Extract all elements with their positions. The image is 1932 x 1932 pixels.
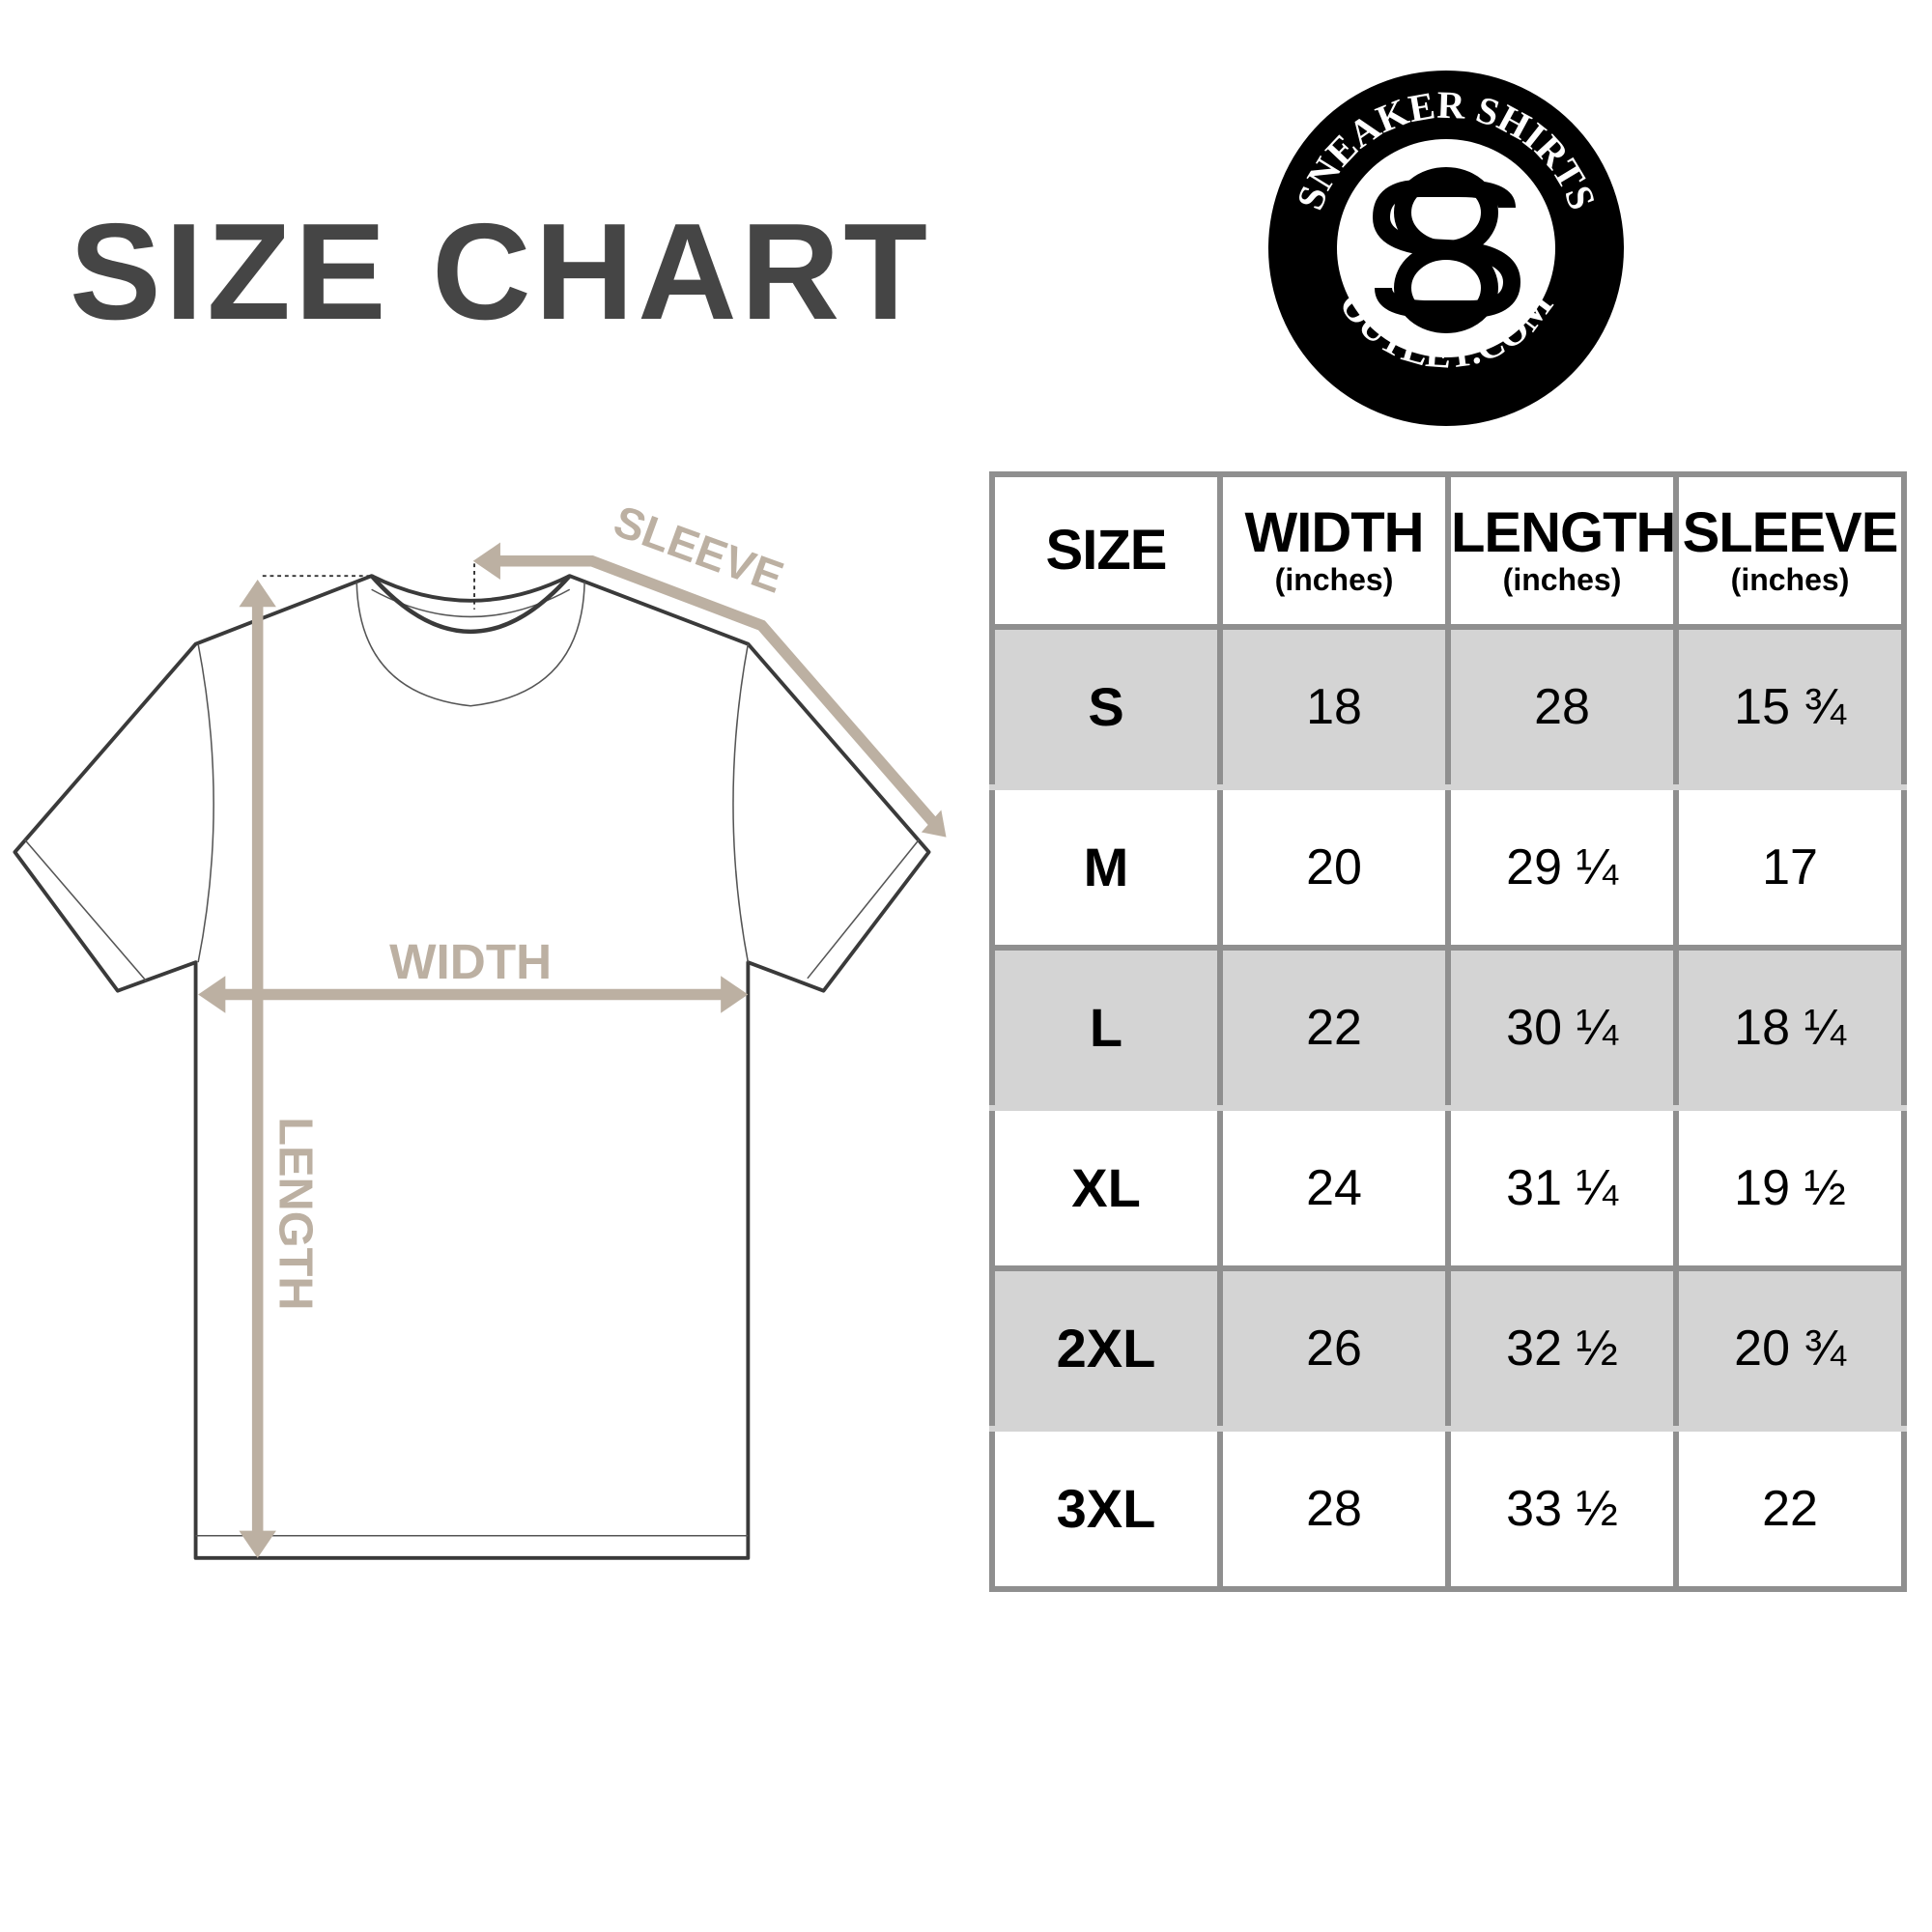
length-cell: 32 ½	[1445, 1264, 1679, 1432]
table-row: M 20 29 ¼ 17	[989, 783, 1907, 951]
brand-logo: SNEAKER SHIRTS OUTLET.COM	[1268, 71, 1624, 426]
width-cell: 26	[1217, 1264, 1451, 1432]
sleeve-cell: 17	[1673, 783, 1907, 951]
header-size: SIZE	[989, 471, 1223, 630]
measure-arrows	[210, 555, 942, 1548]
size-cell: S	[989, 623, 1223, 790]
width-cell: 20	[1217, 783, 1451, 951]
width-cell: 22	[1217, 944, 1451, 1111]
page-title: SIZE CHART	[70, 195, 931, 349]
sleeve-cell: 15 ¾	[1673, 623, 1907, 790]
length-label: LENGTH	[270, 1117, 322, 1310]
sleeve-label: SLEEVE	[608, 496, 790, 603]
width-cell: 28	[1217, 1425, 1451, 1593]
length-cell: 31 ¼	[1445, 1104, 1679, 1271]
width-cell: 24	[1217, 1104, 1451, 1271]
header-width: WIDTH (inches)	[1217, 471, 1451, 630]
table-row: 2XL 26 32 ½ 20 ¾	[989, 1264, 1907, 1432]
length-cell: 28	[1445, 623, 1679, 790]
table-row: S 18 28 15 ¾	[989, 623, 1907, 790]
sleeve-cell: 20 ¾	[1673, 1264, 1907, 1432]
tshirt-outline	[13, 574, 931, 1560]
size-table: SIZE WIDTH (inches) LENGTH (inches) SLEEVE…	[989, 471, 1907, 1593]
arrow-heads	[198, 542, 947, 1558]
table-header-row: SIZE WIDTH (inches) LENGTH (inches) SLEEVE…	[989, 471, 1907, 630]
table-row: L 22 30 ¼ 18 ¼	[989, 944, 1907, 1111]
width-cell: 18	[1217, 623, 1451, 790]
length-cell: 33 ½	[1445, 1425, 1679, 1593]
size-cell: 2XL	[989, 1264, 1223, 1432]
sleeve-cell: 22	[1673, 1425, 1907, 1593]
size-cell: XL	[989, 1104, 1223, 1271]
sleeve-cell: 19 ½	[1673, 1104, 1907, 1271]
sleeve-cell: 18 ¼	[1673, 944, 1907, 1111]
length-cell: 30 ¼	[1445, 944, 1679, 1111]
size-cell: L	[989, 944, 1223, 1111]
size-cell: M	[989, 783, 1223, 951]
size-cell: 3XL	[989, 1425, 1223, 1593]
header-sleeve: SLEEVE (inches)	[1673, 471, 1907, 630]
width-label: WIDTH	[389, 934, 552, 989]
length-cell: 29 ¼	[1445, 783, 1679, 951]
header-length: LENGTH (inches)	[1445, 471, 1679, 630]
table-row: 3XL 28 33 ½ 22	[989, 1425, 1907, 1593]
table-row: XL 24 31 ¼ 19 ½	[989, 1104, 1907, 1271]
